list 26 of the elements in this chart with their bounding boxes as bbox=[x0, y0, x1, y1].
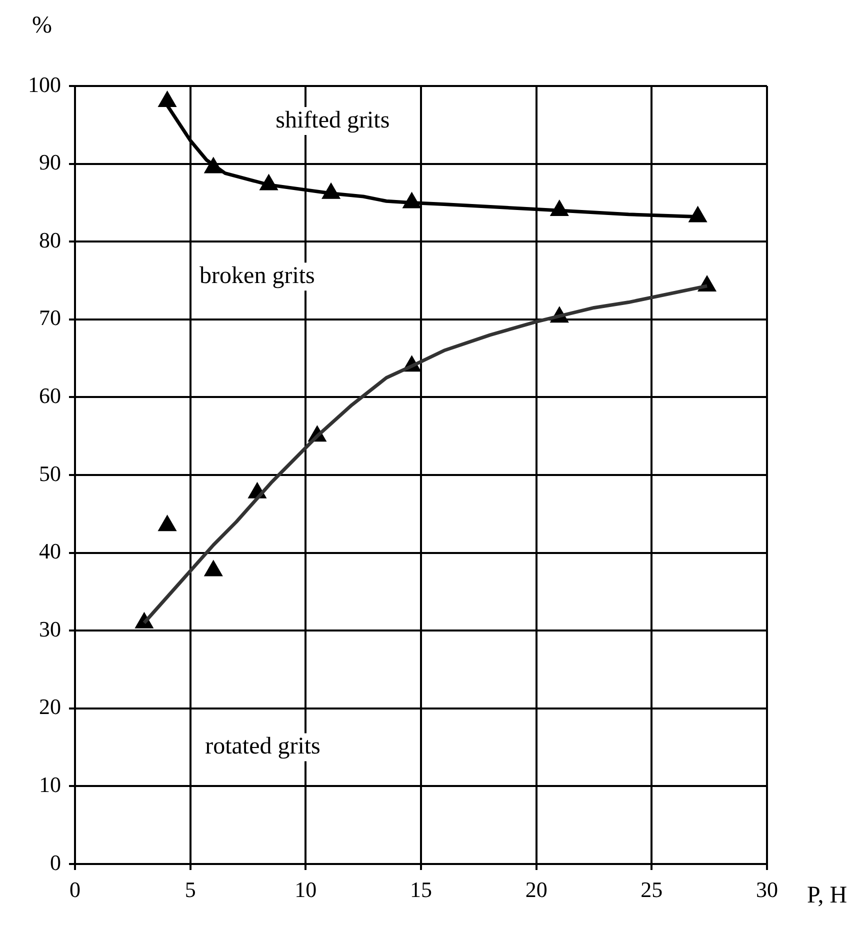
x-tick-label: 20 bbox=[525, 876, 548, 902]
annotation: rotated grits bbox=[205, 734, 320, 760]
y-tick-label: 70 bbox=[39, 305, 61, 330]
y-tick-label: 60 bbox=[39, 382, 61, 408]
x-tick-label: 30 bbox=[756, 876, 778, 902]
x-tick-label: 0 bbox=[70, 876, 80, 902]
x-axis-title: P, H bbox=[807, 882, 848, 908]
y-tick-label: 10 bbox=[39, 772, 61, 797]
y-tick-label: 90 bbox=[39, 150, 61, 175]
y-tick-label: 40 bbox=[39, 538, 61, 564]
y-tick-label: 0 bbox=[50, 850, 61, 875]
point bbox=[158, 91, 176, 108]
x-tick-label: 10 bbox=[294, 876, 317, 902]
y-tick-label: 20 bbox=[39, 694, 61, 720]
y-tick-label: 50 bbox=[39, 460, 61, 486]
y-tick-label: 100 bbox=[28, 72, 61, 97]
point bbox=[158, 515, 176, 532]
x-tick-label: 5 bbox=[184, 876, 196, 902]
y-tick-label: 30 bbox=[39, 616, 61, 642]
annotation: shifted grits bbox=[276, 107, 390, 134]
x-tick-label: 25 bbox=[640, 876, 663, 902]
point bbox=[204, 560, 223, 576]
x-tick-label: 15 bbox=[410, 876, 432, 902]
annotation: broken grits bbox=[200, 262, 315, 289]
y-axis-title: % bbox=[32, 12, 52, 38]
y-tick-label: 80 bbox=[39, 227, 61, 252]
